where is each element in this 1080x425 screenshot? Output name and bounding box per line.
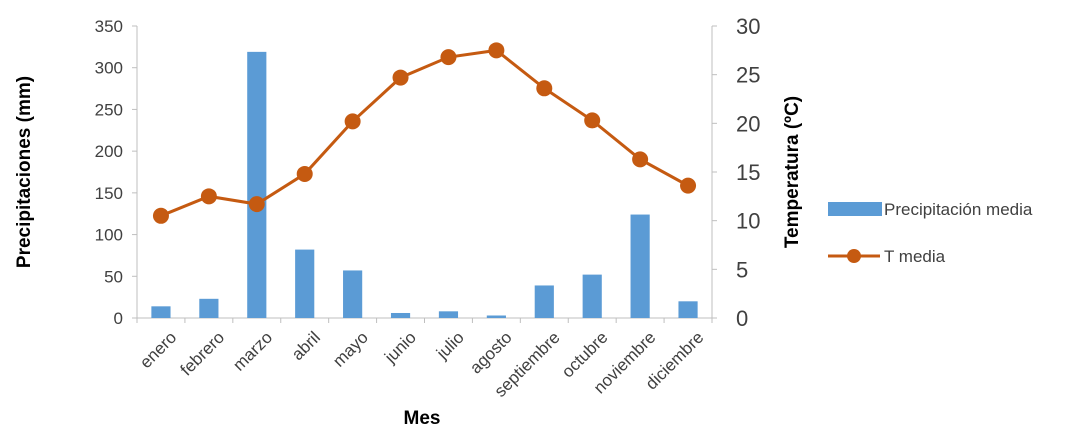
left-tick-label: 50 (104, 267, 123, 286)
category-label-febrero: febrero (177, 328, 229, 380)
right-tick-label: 15 (736, 160, 760, 185)
point-mayo (344, 113, 361, 130)
bar-octubre (582, 274, 602, 318)
right-tick-label: 0 (736, 306, 748, 331)
legend-label-precipitacion: Precipitación media (884, 200, 1033, 219)
x-axis-title: Mes (404, 408, 441, 425)
legend: Precipitación media T media (828, 200, 1033, 266)
legend-line-marker (847, 249, 861, 263)
legend-bar-swatch (828, 202, 882, 216)
bar-agosto (486, 315, 506, 318)
left-tick-label: 100 (95, 226, 123, 245)
point-marzo (248, 196, 265, 213)
bar-diciembre (678, 301, 698, 318)
point-septiembre (536, 80, 553, 97)
category-label-julio: julio (432, 328, 468, 364)
t-media-line (160, 48, 689, 218)
y-axis-title: Precipitaciones (mm) (14, 76, 35, 268)
point-julio (440, 49, 457, 66)
axes (136, 26, 713, 319)
category-label-enero: enero (136, 328, 180, 372)
bar-febrero (199, 298, 219, 318)
bar-marzo (247, 51, 267, 319)
point-noviembre (632, 151, 649, 168)
right-tick-label: 25 (736, 63, 760, 88)
bar-enero (151, 306, 171, 318)
right-tick-label: 20 (736, 111, 760, 136)
point-enero (152, 207, 169, 224)
bar-septiembre (534, 285, 554, 318)
bars (151, 51, 698, 319)
bar-noviembre (630, 214, 650, 318)
left-tick-label: 250 (95, 100, 123, 119)
left-tick-label: 150 (95, 184, 123, 203)
left-tick-label: 200 (95, 142, 123, 161)
right-tick-label: 10 (736, 209, 760, 234)
bar-junio (390, 312, 411, 318)
ticks: 0 50 100 150 200 250 300 350 0 5 10 15 20 25 30 (95, 14, 761, 331)
right-tick-label: 30 (736, 14, 760, 39)
point-junio (392, 69, 409, 86)
category-label-marzo: marzo (229, 328, 276, 375)
point-diciembre (680, 177, 697, 194)
legend-label-tmedia: T media (884, 247, 946, 266)
right-tick-label: 5 (736, 257, 748, 282)
category-label-junio: junio (380, 328, 420, 368)
category-label-abril: abril (288, 328, 324, 364)
temperature-line (152, 42, 697, 224)
point-abril (296, 165, 313, 182)
left-tick-label: 0 (114, 309, 123, 328)
left-tick-label: 350 (95, 17, 123, 36)
point-octubre (584, 112, 601, 129)
category-label-mayo: mayo (329, 328, 372, 371)
point-febrero (200, 188, 217, 205)
bar-abril (295, 249, 315, 318)
left-tick-label: 300 (95, 59, 123, 78)
bar-mayo (343, 270, 363, 318)
point-agosto (488, 42, 505, 59)
bar-julio (438, 311, 459, 318)
y2-axis-title: Temperatura (ºC) (782, 96, 803, 248)
